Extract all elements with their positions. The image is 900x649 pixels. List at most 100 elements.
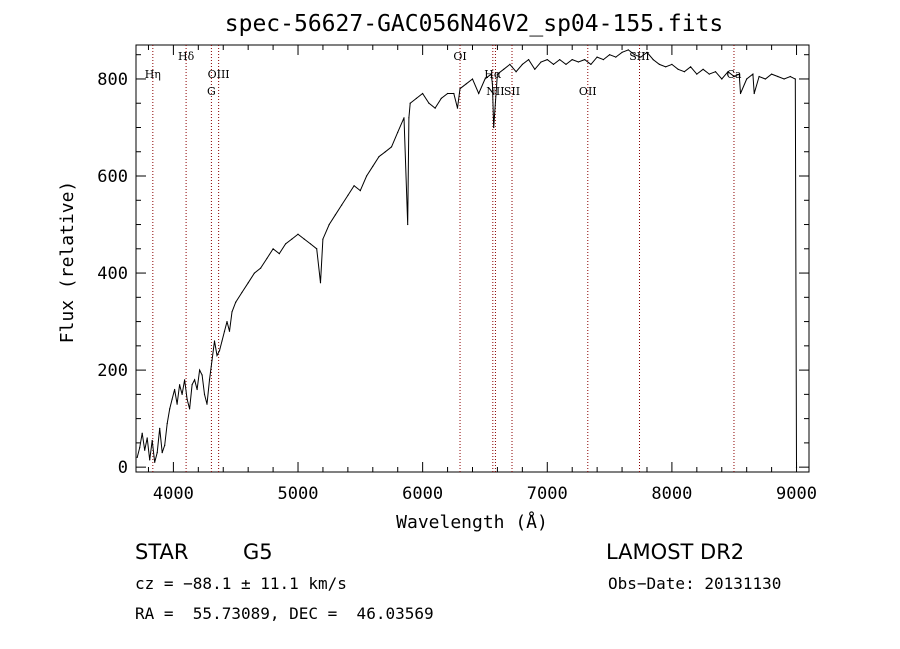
spectrum-point (771, 73, 773, 75)
spectrum-point (753, 92, 755, 95)
spectrum-point (552, 63, 555, 65)
spectrum-point (752, 73, 754, 75)
spectrum-point (384, 151, 386, 153)
spectrum-point (540, 61, 542, 63)
spectrum-point (196, 388, 198, 391)
spectrum-point (216, 354, 218, 357)
spectrum-point (721, 78, 723, 80)
spectrum-point (403, 117, 405, 119)
x-tick-label: 4000 (153, 484, 194, 504)
spectrum-point (199, 369, 201, 371)
coordinates: RA = 55.73089, DEC = 46.03569 (135, 604, 434, 623)
spectrum-point (322, 238, 324, 240)
redshift-cz: cz = −88.1 ± 11.1 km/s (135, 574, 347, 593)
spectrum-point (231, 311, 233, 313)
line-marker-label: OIII (208, 68, 230, 81)
spectrum-point (690, 66, 692, 68)
spectrum-point (378, 156, 380, 158)
spectrum-point (491, 83, 493, 85)
spectrum-point (727, 71, 729, 73)
spectrum-point (211, 359, 213, 361)
spectrum-point (397, 131, 399, 133)
spectrum-point (456, 107, 459, 109)
spectrum-point (206, 403, 208, 405)
line-marker-label: OI (453, 50, 466, 63)
spectrum-point (149, 459, 151, 461)
spectrum-point (794, 78, 796, 80)
spectrum-point (602, 59, 605, 61)
spectrum-point (415, 97, 417, 99)
spectrum-point (733, 75, 735, 78)
spectrum-point (159, 427, 161, 429)
spectrum-point (272, 248, 274, 250)
spectrum-point (596, 56, 598, 58)
spectrum-series (136, 49, 798, 468)
x-axis: 4000 5000 6000 7000 8000 9000 (147, 45, 817, 504)
spectrum-point (584, 59, 586, 61)
spectrum-point (677, 68, 679, 70)
spectrum-point (218, 350, 221, 352)
spectrum-point (447, 92, 449, 95)
spectrum-point (459, 88, 461, 90)
spectrum-point (409, 102, 411, 104)
spectrum-point (156, 452, 158, 454)
spectrum-point (453, 92, 455, 95)
spectrum-point (164, 444, 166, 446)
x-axis-label: Wavelength (Å) (396, 511, 548, 533)
spectrum-point (347, 194, 349, 196)
spectrum-point (702, 68, 704, 70)
spectrum-point (609, 54, 611, 56)
spectrum-point (203, 393, 206, 395)
spectrum-point (407, 223, 409, 226)
spectrum-point (161, 452, 163, 454)
spectrum-point (658, 63, 661, 65)
spectrum-point (191, 384, 193, 386)
spectrum-point (408, 117, 410, 119)
line-marker-label: Hα (484, 68, 502, 81)
spectrum-point (278, 253, 280, 255)
spectrum-point (490, 73, 492, 75)
spectrum-line (136, 49, 797, 468)
spectrum-point (151, 439, 153, 442)
spectrum-point (739, 92, 742, 95)
y-axis: 0 200 400 600 800 (97, 54, 809, 478)
spectrum-point (789, 75, 791, 78)
spectrum-point (390, 146, 393, 148)
spectrum-point (521, 63, 524, 65)
spectrum-point (665, 66, 667, 68)
spectrum-point (783, 78, 785, 80)
spectrum-point (534, 68, 536, 70)
y-tick-label: 0 (118, 458, 128, 478)
spectrum-point (144, 449, 146, 451)
spectrum-point (683, 71, 686, 73)
spectrum-point (309, 243, 312, 245)
x-tick-label: 9000 (776, 484, 817, 504)
spectrum-point (226, 321, 228, 323)
spectrum-point (235, 301, 237, 303)
spectrum-point (253, 272, 255, 274)
spectrum-point (372, 165, 374, 167)
spectrum-point (565, 63, 567, 65)
spectrum-point (353, 185, 355, 187)
line-marker-label: Ca (726, 68, 741, 81)
survey-name: LAMOST DR2 (606, 540, 745, 564)
spectrum-point (228, 330, 231, 332)
spectrum-point (366, 175, 368, 177)
spectrum-point (708, 73, 710, 75)
spectrum-point (590, 63, 592, 65)
spectrum-point (184, 379, 186, 381)
spectrum-point (260, 267, 262, 269)
spectrum-point (577, 61, 580, 63)
line-marker-label: OII (579, 85, 597, 98)
spectrum-point (422, 92, 424, 95)
spectrum-point (777, 75, 779, 78)
spectrum-point (471, 78, 474, 80)
spectrum-point (223, 330, 226, 332)
spectrum-point (615, 56, 617, 58)
spectrum-point (201, 374, 203, 376)
spectrum-point (169, 408, 171, 410)
spectrum-point (428, 102, 430, 104)
line-marker-label: SII (504, 85, 520, 98)
spectrum-point (303, 238, 305, 240)
